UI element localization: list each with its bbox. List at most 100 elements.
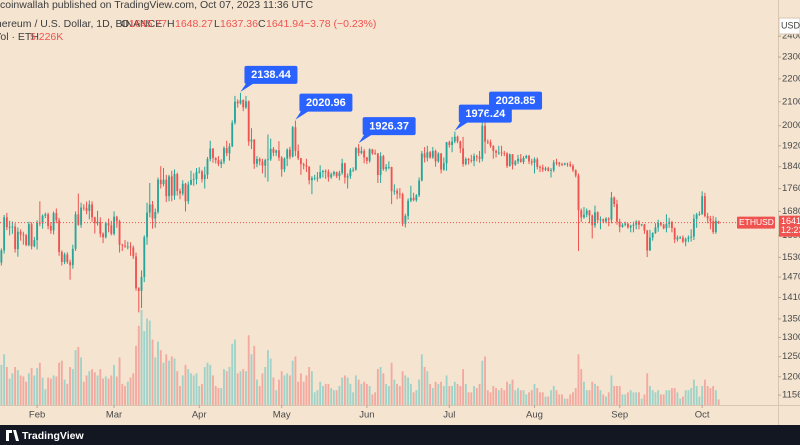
candle-body — [643, 224, 646, 231]
volume-bar — [151, 339, 154, 405]
volume-bar — [190, 373, 192, 405]
candle-body — [462, 148, 464, 165]
candle-body — [176, 173, 179, 192]
candle-body — [267, 159, 269, 161]
candle-body — [264, 160, 267, 166]
y-tick-label: 1156.00 — [782, 390, 800, 401]
candle-body — [14, 226, 17, 250]
symbol-tag-box — [737, 216, 775, 229]
candle-body — [649, 237, 651, 251]
volume-bar — [508, 383, 511, 405]
candle-body — [456, 136, 459, 142]
volume-bar — [256, 379, 258, 405]
volume-bar — [129, 377, 132, 405]
volume-bar — [22, 376, 25, 405]
candle-body — [393, 190, 396, 192]
candle-body — [33, 240, 36, 247]
volume-bar — [146, 318, 148, 405]
candle-body — [209, 148, 212, 160]
candle-body — [247, 101, 250, 142]
volume-bar — [157, 341, 159, 405]
volume-bar — [49, 378, 52, 405]
volume-bar — [253, 345, 256, 405]
volume-bar — [467, 392, 470, 405]
candle-body — [157, 179, 159, 212]
candle-body — [27, 224, 30, 246]
candle-body — [110, 225, 113, 234]
candle-body — [99, 221, 102, 234]
candle-body — [714, 220, 717, 233]
candle-body — [256, 159, 258, 164]
volume-bar — [618, 386, 621, 405]
currency-box[interactable] — [778, 17, 800, 35]
candle-body — [572, 165, 574, 171]
candle-body — [404, 215, 407, 224]
candle-body — [374, 153, 377, 155]
candle-body — [250, 139, 253, 142]
volume-bar — [71, 369, 74, 405]
candle-body — [96, 221, 99, 224]
volume-bar — [354, 375, 357, 405]
volume-bar — [33, 375, 36, 405]
volume-bar — [396, 383, 399, 405]
candle-body — [580, 210, 583, 218]
callout-label: 2028.85 — [496, 95, 536, 107]
volume-bar — [239, 371, 242, 405]
candle-body — [283, 158, 286, 170]
candle-body — [665, 223, 668, 229]
currency-label[interactable]: USD — [781, 20, 800, 30]
candle-body — [429, 152, 432, 158]
candle-body — [566, 163, 569, 165]
callout-label: 1926.37 — [369, 121, 409, 133]
volume-bar — [621, 394, 624, 405]
candle-body — [670, 222, 673, 229]
volume-bar — [544, 396, 547, 405]
volume-bar — [297, 381, 300, 405]
candle-body — [415, 195, 418, 201]
volume-layer — [0, 310, 720, 405]
candle-body — [717, 221, 720, 223]
y-tick-label: 2300.00 — [782, 52, 800, 63]
volume-bar — [8, 378, 11, 405]
candle-body — [382, 156, 385, 170]
candle-body — [692, 218, 695, 237]
candle-body — [159, 179, 162, 185]
candle-body — [561, 164, 563, 166]
volume-bar — [3, 354, 6, 405]
volume-bar — [148, 320, 151, 405]
y-tick-label: 1530.00 — [782, 252, 800, 263]
volume-bar — [283, 375, 286, 405]
candle-body — [203, 174, 206, 180]
volume-bar — [96, 375, 99, 405]
volume-bar — [220, 388, 223, 405]
volume-bar — [25, 381, 28, 405]
symbol-title: Ethereum / U.S. Dollar, 1D, BINANCE — [0, 18, 162, 30]
countdown-label: 12:23: — [781, 225, 800, 235]
candle-body — [66, 254, 69, 263]
y-tick-label: 2000.00 — [782, 120, 800, 131]
candle-body — [168, 176, 170, 197]
volume-bar — [278, 379, 280, 405]
volume-bar — [478, 383, 481, 405]
volume-bar — [305, 375, 308, 405]
volume-bar — [692, 379, 695, 405]
volume-bar — [627, 392, 629, 405]
volume-bar — [665, 390, 668, 405]
candle-body — [316, 177, 319, 179]
callout-label: 2020.96 — [306, 97, 346, 109]
y-tick-label: 1920.00 — [782, 140, 800, 151]
volume-bar — [599, 390, 602, 405]
candle-body — [659, 222, 662, 225]
volume-bar — [286, 373, 289, 405]
volume-bar — [481, 360, 484, 405]
candle-body — [58, 220, 61, 252]
brand-name[interactable]: TradingView — [22, 430, 84, 442]
volume-bar — [341, 377, 344, 405]
volume-bar — [398, 386, 401, 405]
volume-bar — [423, 367, 426, 405]
volume-bar — [591, 381, 594, 405]
volume-bar — [324, 383, 327, 405]
volume-bar — [640, 398, 643, 405]
volume-bar — [475, 388, 478, 405]
